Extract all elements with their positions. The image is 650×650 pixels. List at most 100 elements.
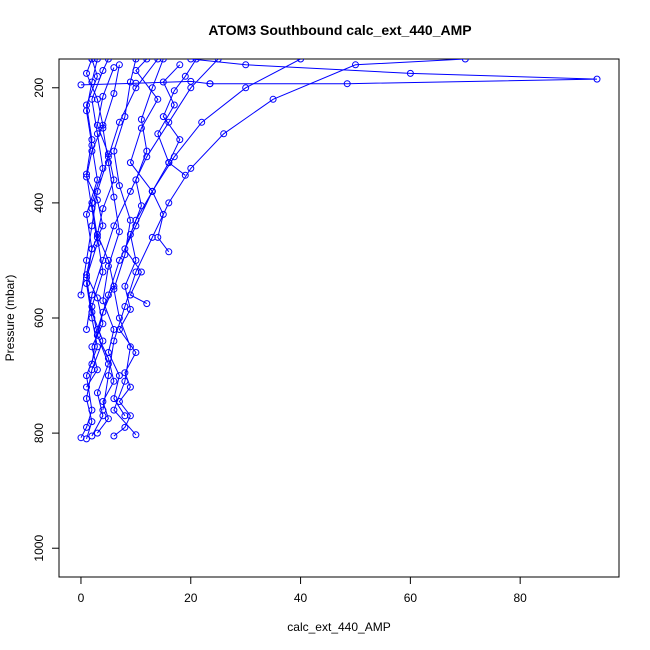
data-point xyxy=(110,432,118,440)
data-point xyxy=(148,84,156,92)
data-point xyxy=(165,118,173,126)
data-point xyxy=(104,415,112,423)
data-point xyxy=(88,245,96,253)
data-point xyxy=(115,398,123,405)
data-point xyxy=(154,95,162,103)
data-point xyxy=(83,383,90,391)
data-point xyxy=(214,59,222,63)
data-point xyxy=(110,64,118,72)
data-point xyxy=(121,423,129,431)
series-line xyxy=(80,59,159,296)
data-point xyxy=(99,121,107,129)
data-point xyxy=(593,75,601,83)
series-8 xyxy=(93,64,118,437)
data-point xyxy=(83,271,90,279)
series-line xyxy=(113,59,164,437)
data-point xyxy=(220,130,228,138)
data-point xyxy=(187,84,195,92)
data-point xyxy=(132,176,140,184)
data-point xyxy=(110,395,118,403)
data-point xyxy=(99,256,107,264)
data-point xyxy=(99,92,107,100)
series-7 xyxy=(159,59,200,179)
data-point xyxy=(132,256,140,264)
data-point xyxy=(121,369,129,377)
data-point xyxy=(93,366,101,374)
data-point xyxy=(99,268,107,276)
x-axis-label: calc_ext_440_AMP xyxy=(287,620,390,634)
series-13 xyxy=(83,59,222,333)
data-point xyxy=(83,395,90,403)
series-line xyxy=(190,59,598,85)
data-point xyxy=(126,343,134,351)
data-point xyxy=(110,90,118,97)
data-point xyxy=(352,61,359,69)
data-point xyxy=(83,256,90,264)
data-point xyxy=(104,372,112,380)
data-point xyxy=(132,268,140,276)
data-point xyxy=(132,67,140,74)
data-point xyxy=(110,176,118,184)
data-point xyxy=(132,84,140,92)
data-point xyxy=(121,245,129,253)
data-point xyxy=(269,95,277,103)
data-point xyxy=(115,182,123,190)
series-line xyxy=(80,59,98,438)
data-point xyxy=(242,84,250,92)
y-tick-label: 600 xyxy=(32,308,46,328)
data-point xyxy=(88,360,96,368)
data-point xyxy=(110,377,118,385)
x-tick-label: 80 xyxy=(513,591,527,605)
data-point xyxy=(115,256,123,264)
data-point xyxy=(132,349,140,356)
y-tick-label: 800 xyxy=(32,423,46,443)
data-point xyxy=(104,59,112,63)
data-point xyxy=(93,294,101,302)
data-point xyxy=(88,199,96,207)
data-point xyxy=(88,136,96,144)
y-axis: 200 400 600 800 1000 xyxy=(32,77,60,562)
data-point xyxy=(93,326,101,333)
plot-frame xyxy=(58,58,620,578)
data-point xyxy=(115,118,123,126)
series-16 xyxy=(99,59,469,414)
series-line xyxy=(91,59,301,365)
x-axis: 0 20 40 60 80 xyxy=(78,576,527,605)
data-point xyxy=(297,59,305,63)
data-point xyxy=(88,418,96,426)
data-point xyxy=(126,305,134,313)
data-point xyxy=(159,113,167,121)
x-tick-label: 0 xyxy=(78,591,85,605)
data-point xyxy=(242,61,250,69)
data-point xyxy=(126,187,134,195)
data-point xyxy=(110,193,118,201)
series-line xyxy=(80,80,211,86)
data-point xyxy=(83,326,90,333)
data-point xyxy=(88,147,96,155)
data-point xyxy=(88,222,96,230)
data-point xyxy=(99,67,107,74)
series-line xyxy=(96,67,115,434)
series-line xyxy=(85,59,104,440)
x-tick-label: 60 xyxy=(404,591,418,605)
series-5 xyxy=(121,59,162,308)
data-point xyxy=(99,164,107,172)
data-point xyxy=(170,153,178,161)
data-point xyxy=(93,176,101,184)
series-10 xyxy=(110,59,167,440)
data-point xyxy=(99,297,107,305)
data-point xyxy=(88,303,96,310)
chart-title: ATOM3 Southbound calc_ext_440_AMP xyxy=(208,22,471,38)
series-line xyxy=(162,59,197,176)
data-point xyxy=(154,130,162,138)
data-point xyxy=(406,69,414,77)
data-point xyxy=(143,59,151,63)
data-point xyxy=(110,222,118,230)
data-point xyxy=(93,389,101,397)
x-tick-label: 40 xyxy=(294,591,308,605)
data-point xyxy=(176,136,184,144)
data-point xyxy=(110,406,118,414)
data-point xyxy=(115,372,123,380)
data-point xyxy=(83,210,90,218)
